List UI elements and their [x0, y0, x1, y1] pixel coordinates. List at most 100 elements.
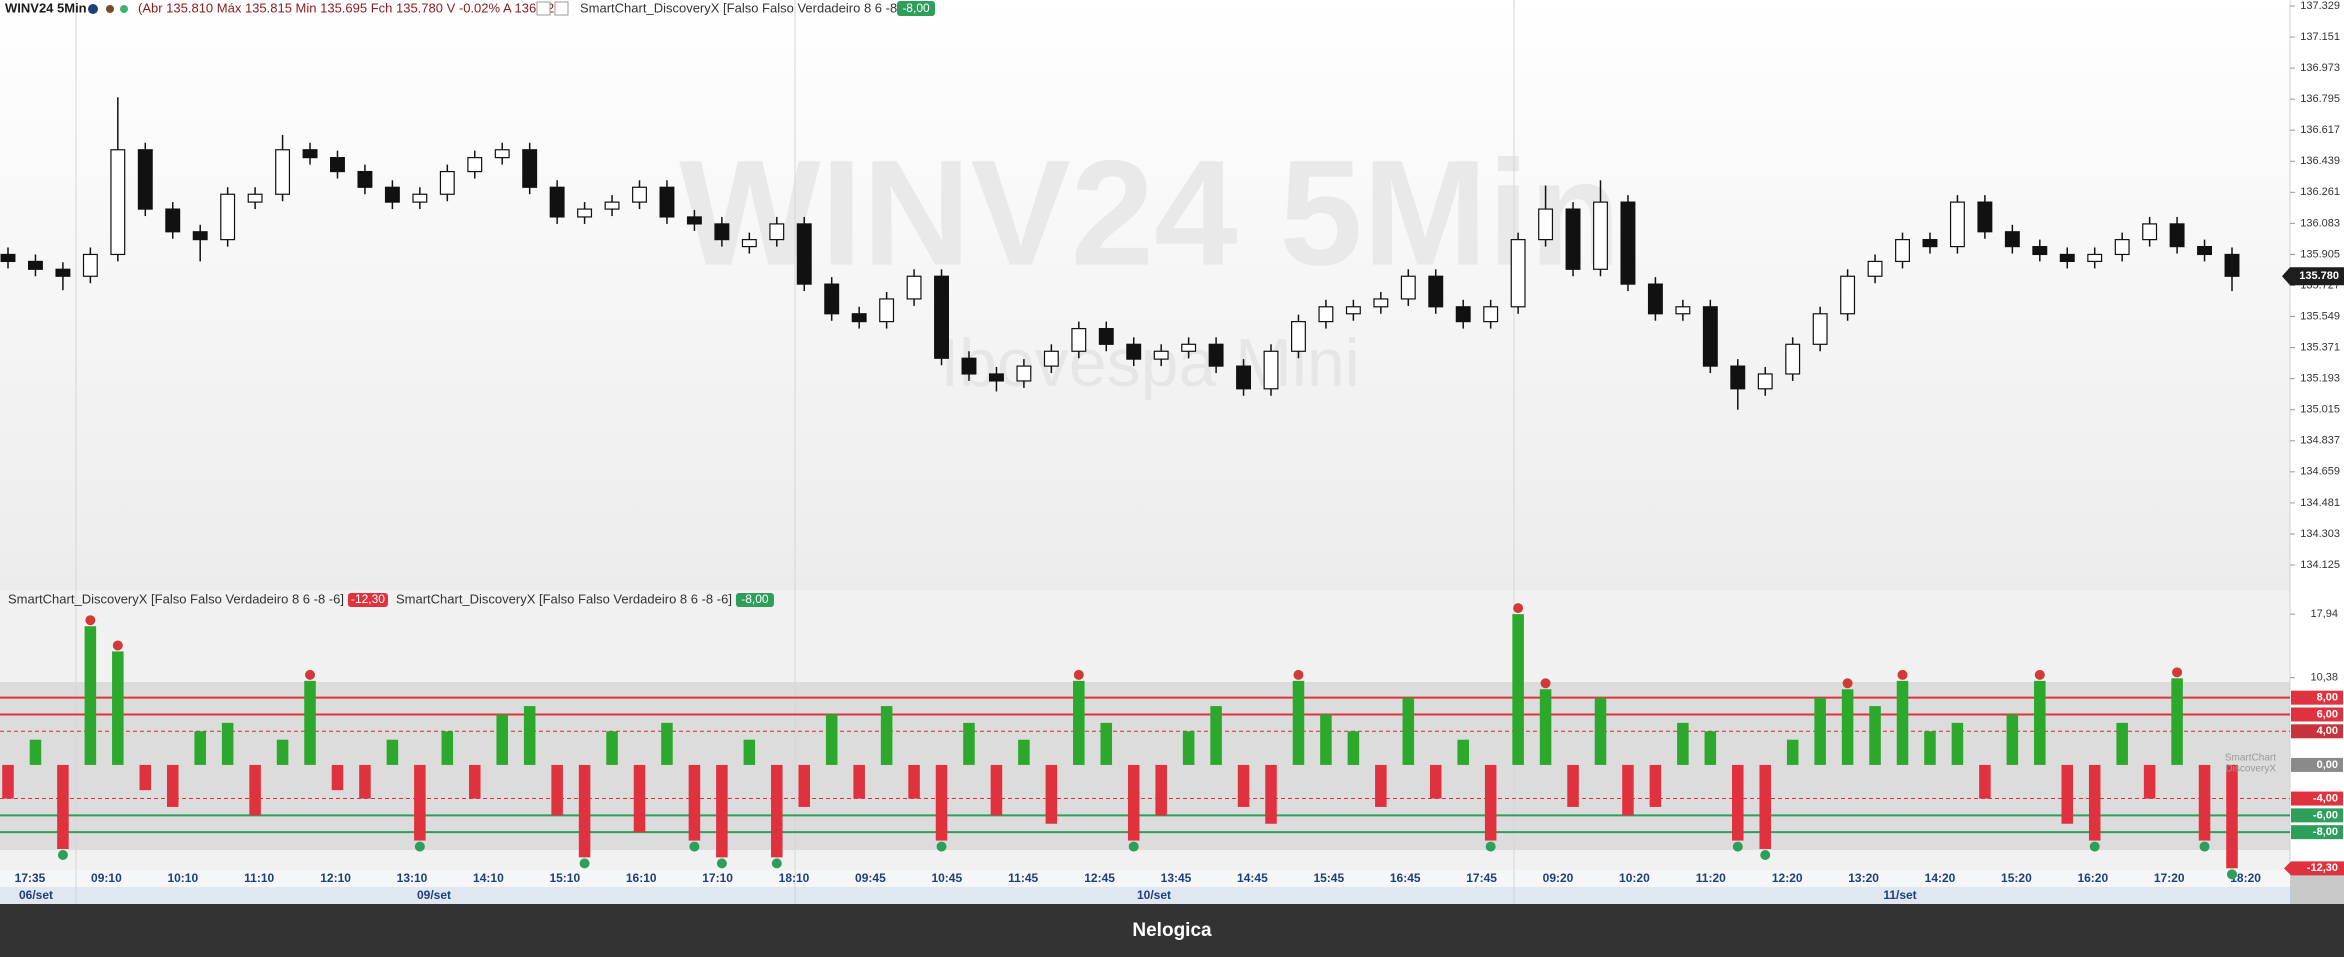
bar	[359, 764, 371, 799]
bar	[1732, 764, 1744, 841]
signal-dot	[414, 841, 425, 852]
symbol: WINV24 5Min	[5, 0, 87, 15]
x-tick-label: 14:45	[1237, 871, 1268, 885]
bar	[661, 722, 673, 765]
level-label: 8,00	[2317, 692, 2338, 704]
level-label: -6,00	[2313, 809, 2338, 821]
bar	[2088, 764, 2101, 841]
candle-body	[1345, 306, 1361, 315]
candle-body	[1373, 298, 1389, 308]
bar	[523, 706, 536, 765]
candle-body	[1291, 321, 1306, 352]
candle-body	[961, 357, 977, 375]
bar	[1512, 614, 1524, 765]
level-badge	[2291, 825, 2343, 840]
candle-body	[1263, 350, 1279, 390]
candle-body	[1840, 275, 1856, 315]
x-tick-label: 11:10	[244, 871, 274, 885]
candle-body	[1400, 275, 1416, 300]
signal-dot	[85, 615, 96, 626]
bar	[29, 739, 42, 765]
bar	[743, 739, 756, 765]
bar	[578, 764, 591, 858]
bar	[276, 739, 289, 765]
level-badge	[2291, 791, 2343, 806]
candle-body	[2032, 245, 2048, 256]
date-label: 09/set	[417, 888, 451, 902]
time-axis-bg	[0, 870, 2290, 887]
y-tick-label: 136.439	[2300, 155, 2340, 167]
button[interactable]	[554, 1, 569, 16]
bar	[1896, 680, 1909, 765]
watermark-subtitle: Ibovespa Mini	[940, 325, 1360, 401]
indicator-value: -8,00	[902, 1, 930, 15]
candle-body	[851, 313, 867, 323]
candle-body	[1236, 365, 1252, 390]
osc-title: SmartChart_DiscoveryX [Falso Falso Verda…	[8, 591, 344, 606]
level-badge	[2291, 808, 2343, 823]
x-tick-label: 10:45	[931, 871, 962, 885]
bar	[1649, 764, 1662, 807]
bar	[496, 714, 508, 765]
y-tick-label: 135.015	[2300, 404, 2340, 416]
bar	[1677, 722, 1689, 765]
bar	[716, 764, 728, 858]
bar	[84, 626, 97, 765]
button[interactable]	[536, 1, 551, 16]
candle-body	[1675, 306, 1691, 315]
x-tick-label: 10:20	[1619, 871, 1650, 885]
bar	[2116, 722, 2128, 765]
osc-band	[0, 682, 2290, 850]
footer-bar	[0, 904, 2344, 957]
level-label: 6,00	[2317, 708, 2338, 720]
candle-body	[1510, 239, 1526, 308]
bar	[1100, 722, 1113, 765]
y-tick-label: 135.371	[2300, 342, 2340, 354]
date-label: 06/set	[19, 888, 53, 902]
bar	[633, 764, 646, 833]
signal-dot	[1485, 841, 1496, 852]
icon	[106, 5, 114, 13]
signal-dot	[2199, 841, 2210, 852]
x-tick-label: 14:10	[473, 871, 504, 885]
y-tick-label: 134.481	[2300, 497, 2340, 509]
candle-body	[714, 223, 730, 241]
level-label: 4,00	[2317, 725, 2338, 737]
bar	[1567, 764, 1579, 807]
x-tick-label: 17:10	[702, 871, 733, 885]
bar	[1594, 697, 1607, 765]
candle-body	[55, 268, 71, 277]
bar	[1182, 731, 1195, 765]
x-tick-label: 10:10	[167, 871, 198, 885]
candle-body	[2197, 245, 2213, 256]
bar	[880, 706, 893, 765]
candle-body	[1730, 365, 1746, 390]
x-tick-label: 17:35	[15, 871, 46, 885]
x-tick-label: 15:10	[549, 871, 580, 885]
candle-body	[1895, 239, 1910, 263]
bar	[935, 764, 948, 841]
bar	[1869, 706, 1881, 765]
candle-body	[330, 157, 345, 173]
x-tick-label: 15:20	[2001, 871, 2032, 885]
bar	[1786, 739, 1799, 765]
signal-dot	[1897, 669, 1908, 680]
candle-body	[741, 239, 757, 248]
x-tick-label: 09:20	[1543, 871, 1574, 885]
signal-dot	[1128, 841, 1139, 852]
bar	[798, 764, 811, 807]
bar	[1045, 764, 1058, 824]
bar	[441, 731, 454, 765]
bar	[1320, 714, 1332, 765]
candle-body	[2114, 239, 2130, 256]
candle-body	[2224, 253, 2240, 277]
candle-body	[1016, 365, 1032, 382]
x-tick-label: 18:10	[779, 871, 810, 885]
bar	[304, 680, 316, 765]
bar	[57, 764, 69, 849]
bar	[2226, 764, 2238, 869]
signal-dot	[2089, 841, 2100, 852]
candle-body	[0, 253, 16, 263]
last-value-label: -12,30	[2307, 862, 2338, 874]
candle-body	[1098, 327, 1114, 345]
